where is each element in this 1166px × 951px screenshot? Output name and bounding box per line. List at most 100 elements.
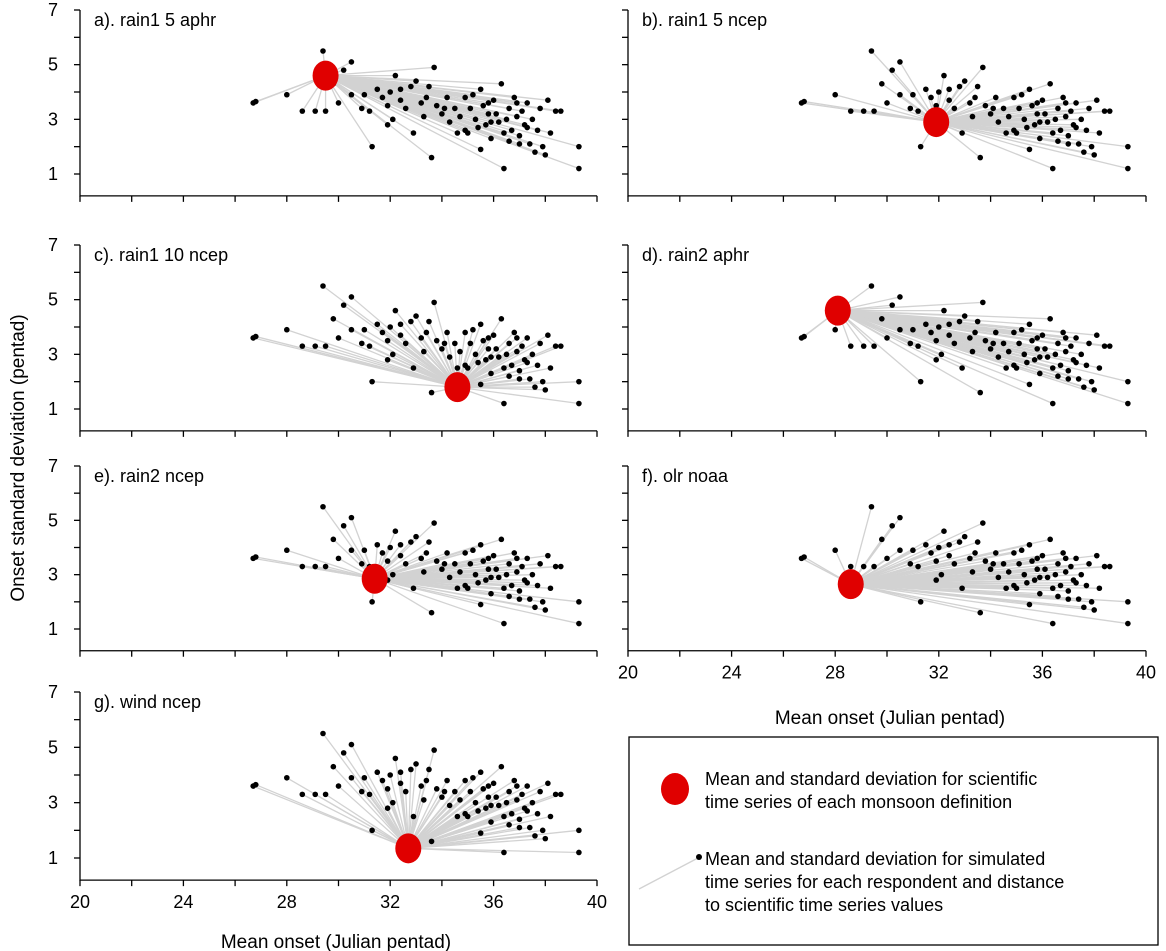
connector-line xyxy=(408,847,504,854)
connector-line xyxy=(936,110,1110,123)
simulated-point xyxy=(379,329,386,336)
simulated-point xyxy=(545,332,551,339)
y-tick-label: 1 xyxy=(48,399,58,419)
simulated-point xyxy=(1018,547,1025,554)
simulated-point xyxy=(488,370,494,377)
axis-frame xyxy=(79,692,597,881)
simulated-point xyxy=(413,761,419,767)
simulated-point xyxy=(340,302,347,308)
simulated-point xyxy=(1096,365,1103,371)
simulated-point xyxy=(516,816,523,823)
simulated-points xyxy=(250,503,582,627)
simulated-point xyxy=(539,143,546,150)
connector-line xyxy=(850,522,984,585)
connector-line xyxy=(850,576,1040,585)
simulated-point xyxy=(1075,596,1082,602)
simulated-point xyxy=(514,797,520,803)
simulated-point xyxy=(511,550,518,556)
simulated-point xyxy=(348,514,355,521)
simulated-point xyxy=(485,783,492,789)
simulated-point xyxy=(439,111,445,117)
simulated-point xyxy=(545,97,551,103)
simulated-point xyxy=(847,108,854,114)
simulated-point xyxy=(418,555,425,562)
simulated-point xyxy=(1016,561,1022,567)
simulated-point xyxy=(483,805,489,811)
simulated-point xyxy=(526,824,533,831)
simulated-point xyxy=(250,555,256,562)
x-tick-label: 40 xyxy=(1136,663,1156,683)
simulated-point xyxy=(514,100,520,106)
simulated-point xyxy=(1037,119,1043,125)
simulated-point xyxy=(506,105,512,112)
simulated-point xyxy=(1000,105,1007,112)
connector-line xyxy=(850,583,1058,598)
simulated-point xyxy=(472,799,479,806)
simulated-point xyxy=(1125,599,1131,605)
simulated-point xyxy=(470,547,476,554)
simulated-point xyxy=(475,580,481,586)
simulated-point xyxy=(1037,135,1043,142)
simulated-point xyxy=(413,533,419,540)
simulated-point xyxy=(1039,332,1046,339)
simulated-point xyxy=(418,335,425,341)
simulated-point xyxy=(1029,102,1035,109)
simulated-point xyxy=(923,321,929,328)
y-tick-label: 5 xyxy=(48,55,58,75)
y-tick-label: 1 xyxy=(48,848,58,868)
simulated-point xyxy=(798,100,805,106)
simulated-point xyxy=(897,294,903,300)
simulated-point xyxy=(1049,585,1056,592)
simulated-point xyxy=(1039,552,1046,559)
simulated-point xyxy=(933,357,940,363)
simulated-point xyxy=(454,365,461,371)
simulated-point xyxy=(410,130,417,136)
simulated-point xyxy=(483,122,489,128)
simulated-point xyxy=(1034,555,1041,562)
x-axis-label-bottom: Mean onset (Julian pentad) xyxy=(221,932,451,951)
simulated-point xyxy=(1003,365,1009,371)
simulated-point xyxy=(472,571,479,578)
simulated-point xyxy=(539,378,546,385)
simulated-point xyxy=(423,550,430,556)
simulated-point xyxy=(982,337,989,344)
simulated-point xyxy=(488,819,494,825)
simulated-point xyxy=(868,283,875,289)
simulated-point xyxy=(511,777,518,784)
simulated-point xyxy=(312,108,319,114)
simulated-point xyxy=(335,783,342,789)
simulated-point xyxy=(506,788,512,795)
simulated-point xyxy=(477,321,484,328)
simulated-point xyxy=(410,585,417,592)
panel-a: 1 3 5 7 a). rain1 5 aphr xyxy=(48,0,598,202)
connector-line xyxy=(936,102,1066,123)
simulated-point xyxy=(441,105,448,112)
simulated-point xyxy=(444,550,450,556)
x-tick-label: 20 xyxy=(618,663,638,683)
simulated-point xyxy=(1093,97,1100,103)
simulated-point xyxy=(941,307,947,314)
simulated-point xyxy=(312,563,319,570)
simulated-point xyxy=(956,318,963,325)
legend-sim-marker xyxy=(696,854,702,860)
simulated-point xyxy=(462,550,468,556)
connector-line xyxy=(286,329,458,388)
simulated-point xyxy=(457,348,463,355)
simulated-point xyxy=(1073,100,1079,106)
simulated-point xyxy=(897,326,903,333)
simulated-point xyxy=(421,797,427,803)
simulated-point xyxy=(969,569,976,575)
simulated-point xyxy=(1060,94,1066,101)
simulated-point xyxy=(428,838,435,845)
simulated-point xyxy=(1068,343,1074,349)
connector-line xyxy=(457,364,538,388)
connector-line xyxy=(286,549,375,580)
x-tick-label: 40 xyxy=(587,892,607,912)
simulated-point xyxy=(514,569,520,575)
connector-line xyxy=(382,331,458,388)
connector-line xyxy=(457,345,562,388)
simulated-point xyxy=(477,769,484,776)
simulated-point xyxy=(1062,100,1069,106)
simulated-point xyxy=(529,351,536,358)
simulated-point xyxy=(402,788,409,795)
